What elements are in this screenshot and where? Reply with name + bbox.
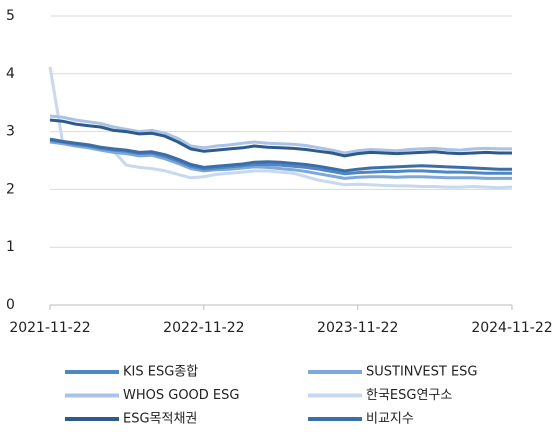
legend-label: SUSTINVEST ESG <box>366 365 478 380</box>
y-tick-label: 3 <box>6 124 15 140</box>
series-line <box>49 140 512 180</box>
legend-label: WHOS GOOD ESG <box>123 388 239 403</box>
x-tick-label: 2024-11-22 <box>471 320 552 336</box>
series-line <box>49 118 512 158</box>
x-tick-label: 2021-11-22 <box>9 320 90 336</box>
legend-label: 한국ESG연구소 <box>366 388 452 403</box>
legend-label: ESG목적채권 <box>123 412 197 427</box>
series-line <box>49 137 512 173</box>
x-tick-label: 2022-11-22 <box>163 320 244 336</box>
y-tick-label: 1 <box>6 239 15 255</box>
y-tick-label: 4 <box>6 66 15 82</box>
series-line <box>48 66 513 190</box>
legend-label: KIS ESG종합 <box>123 365 198 380</box>
y-tick-label: 2 <box>6 181 15 197</box>
series-line <box>49 114 512 155</box>
y-tick-label: 5 <box>6 8 15 24</box>
x-tick-label: 2023-11-22 <box>317 320 398 336</box>
y-tick-label: 0 <box>6 297 15 313</box>
legend-label: 비교지수 <box>366 412 414 427</box>
